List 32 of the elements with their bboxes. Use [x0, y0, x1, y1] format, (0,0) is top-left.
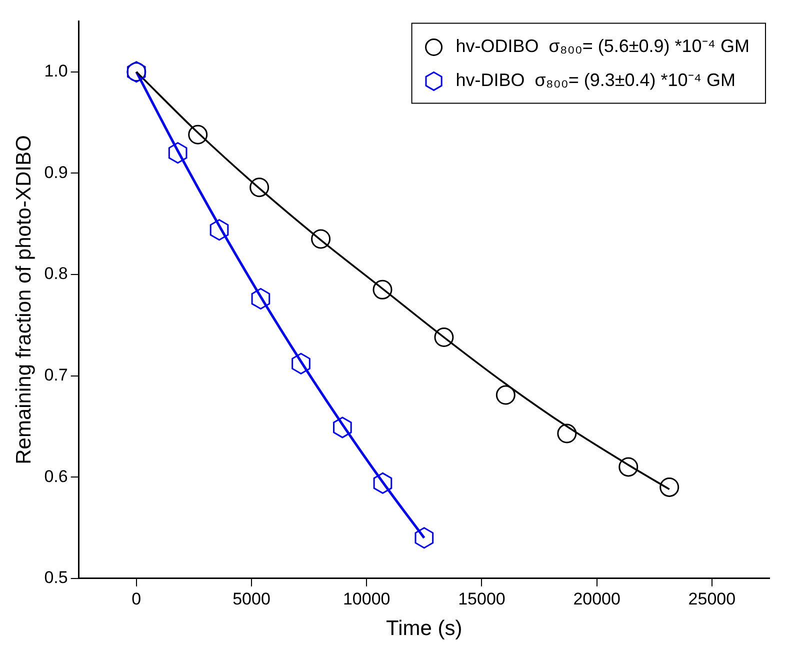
point	[251, 288, 270, 310]
point	[618, 457, 638, 477]
point	[372, 280, 392, 300]
point	[414, 527, 434, 549]
point	[188, 124, 208, 144]
y-tick-label: 0.8	[44, 264, 68, 284]
x-tick-label: 0	[132, 589, 142, 608]
point	[557, 424, 577, 444]
y-tick-label: 0.5	[44, 568, 68, 588]
point	[333, 416, 352, 438]
point	[311, 229, 331, 249]
legend-label: hv-ODIBO σ₈₀₀= (5.6±0.9) *10⁻⁴ GM	[456, 36, 750, 56]
point	[250, 178, 270, 198]
y-axis-title: Remaining fraction of photo-XDIBO	[12, 135, 36, 464]
y-tick-label: 0.9	[44, 162, 68, 182]
x-tick-label: 25000	[688, 589, 736, 608]
point	[168, 142, 188, 164]
y-tick-label: 0.7	[44, 365, 68, 384]
point	[660, 477, 680, 497]
y-tick-label: 0.6	[44, 466, 68, 486]
point	[373, 472, 392, 494]
point	[292, 352, 310, 374]
point	[210, 219, 229, 241]
point	[434, 328, 454, 348]
x-tick-label: 15000	[458, 589, 506, 608]
x-tick-label: 10000	[342, 589, 390, 608]
legend-label: hv-DIBO σ₈₀₀= (9.3±0.4) *10⁻⁴ GM	[456, 70, 736, 90]
x-tick-label: 20000	[573, 589, 620, 608]
point	[496, 385, 516, 405]
x-tick-label: 5000	[232, 589, 270, 608]
y-tick-label: 1.0	[44, 62, 68, 81]
x-axis-title: Time (s)	[386, 617, 462, 640]
